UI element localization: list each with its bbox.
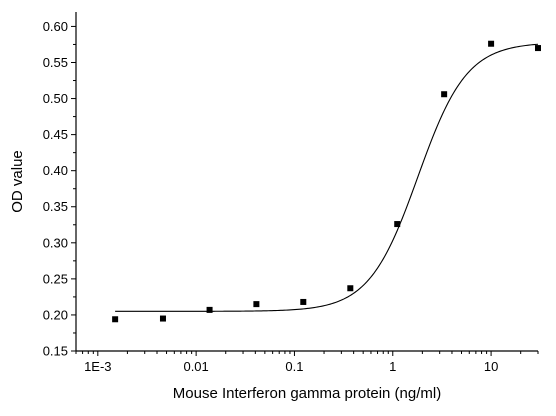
y-tick-label: 0.35 <box>43 199 68 214</box>
data-point <box>159 315 166 322</box>
fit-curve <box>115 43 539 312</box>
data-point <box>441 91 448 98</box>
y-tick-label: 0.60 <box>43 19 68 34</box>
data-point <box>112 316 119 323</box>
y-tick-label: 0.40 <box>43 163 68 178</box>
data-point <box>206 306 213 313</box>
x-tick-label: 1E-3 <box>84 359 111 374</box>
y-tick-label: 0.15 <box>43 344 68 359</box>
plot-area: 0.15 0.20 0.25 0.30 0.35 0.40 0.45 0.50 0.55 0.60… <box>43 12 541 374</box>
x-tick-label: 10 <box>484 359 498 374</box>
y-axis-title: OD value <box>9 150 26 213</box>
x-tick-label: 0.1 <box>285 359 303 374</box>
x-tick-label: 0.01 <box>183 359 208 374</box>
x-axis-title: Mouse Interferon gamma protein (ng/ml) <box>173 385 441 402</box>
data-point <box>488 40 495 47</box>
y-tick-label: 0.25 <box>43 271 68 286</box>
y-tick-label: 0.45 <box>43 127 68 142</box>
y-tick-label: 0.30 <box>43 235 68 250</box>
data-point <box>253 301 260 308</box>
data-point <box>394 221 401 228</box>
y-tick-label: 0.20 <box>43 307 68 322</box>
data-point <box>535 45 541 52</box>
data-point <box>347 285 354 292</box>
x-ticks: 1E-3 0.01 0.1 1 10 <box>75 351 539 374</box>
y-ticks: 0.15 0.20 0.25 0.30 0.35 0.40 0.45 0.50 0.55 0.60 <box>43 19 76 359</box>
data-points <box>112 40 541 323</box>
data-point <box>300 298 307 305</box>
y-tick-label: 0.50 <box>43 91 68 106</box>
x-tick-label: 1 <box>389 359 396 374</box>
y-tick-label: 0.55 <box>43 55 68 70</box>
